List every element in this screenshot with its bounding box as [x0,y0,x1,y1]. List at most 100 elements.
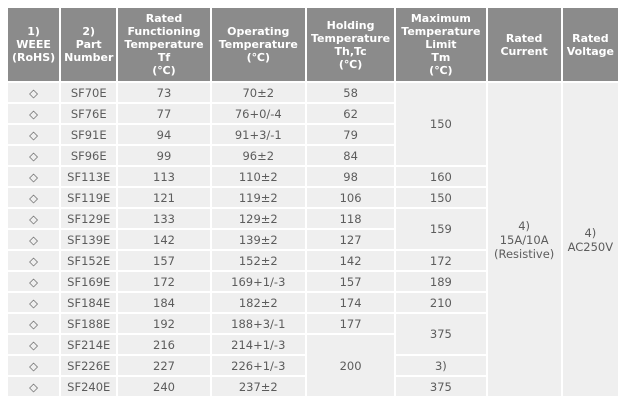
table-row: ◇ SF152E 157 152±2 142 172 [8,251,618,270]
operating-temp-cell: 182±2 [211,293,305,312]
weee-diamond-icon: ◇ [8,251,60,270]
table-row: ◇ SF129E 133 129±2 118 159 [8,209,618,249]
holding-temp-cell: 118 [306,209,395,228]
col-header-operating-temperature: Operating Temperature (℃) [211,8,305,81]
tf-cell: 172 [118,272,210,291]
tf-cell: 227 [118,356,210,375]
tf-cell: 99 [118,146,210,165]
max-temp-cell: 210 [396,293,486,312]
operating-temp-cell: 152±2 [211,251,305,270]
part-number-cell: SF91E [61,125,117,144]
table-row: ◇ SF70E 73 70±2 58 150 4) 15A/10A (Resis… [8,83,618,396]
operating-temp-cell: 226+1/-3 [211,356,305,375]
tf-cell: 157 [118,251,210,270]
operating-temp-cell: 110±2 [211,167,305,186]
operating-temp-cell: 139±2 [211,230,305,249]
table-row: ◇ SF188E 192 188+3/-1 177 375 [8,314,618,354]
part-number-cell: SF226E [61,356,117,375]
table-row: ◇ SF240E 240 237±2 375 [8,377,618,396]
col-header-rated-current: Rated Current [487,8,561,81]
part-number-cell: SF76E [61,104,117,123]
weee-diamond-icon: ◇ [8,83,60,102]
tf-cell: 142 [118,230,210,249]
max-temp-cell: 3) [396,356,486,375]
max-temp-cell: 189 [396,272,486,291]
rated-voltage-cell: 4) AC250V [562,83,618,396]
weee-diamond-icon: ◇ [8,314,60,333]
operating-temp-cell: 70±2 [211,83,305,102]
holding-temp-cell: 98 [306,167,395,186]
tf-cell: 240 [118,377,210,396]
max-temp-cell: 172 [396,251,486,270]
col-header-rated-functioning-temperature: Rated Functioning Temperature Tf (℃) [118,8,210,81]
rated-current-cell: 4) 15A/10A (Resistive) [487,83,561,396]
max-temp-cell: 160 [396,167,486,186]
col-header-maximum-temperature-limit: Maximum Temperature Limit Tm (℃) [396,8,486,81]
tf-cell: 77 [118,104,210,123]
operating-temp-cell: 76+0/-4 [211,104,305,123]
max-temp-cell: 150 [396,188,486,207]
operating-temp-cell: 188+3/-1 [211,314,305,333]
weee-diamond-icon: ◇ [8,167,60,186]
weee-diamond-icon: ◇ [8,125,60,144]
part-number-cell: SF113E [61,167,117,186]
tf-cell: 192 [118,314,210,333]
header-row: 1) WEEE (RoHS) 2) Part Number Rated Func… [8,8,618,81]
col-header-weee-rohs: 1) WEEE (RoHS) [8,8,60,81]
max-temp-cell: 159 [396,209,486,249]
holding-temp-cell: 62 [306,104,395,123]
operating-temp-cell: 237±2 [211,377,305,396]
tf-cell: 94 [118,125,210,144]
tf-cell: 113 [118,167,210,186]
table-row: ◇ SF113E 113 110±2 98 160 [8,167,618,186]
part-number-cell: SF169E [61,272,117,291]
weee-diamond-icon: ◇ [8,356,60,375]
weee-diamond-icon: ◇ [8,230,60,249]
weee-diamond-icon: ◇ [8,146,60,165]
weee-diamond-icon: ◇ [8,272,60,291]
tf-cell: 184 [118,293,210,312]
part-number-cell: SF119E [61,188,117,207]
operating-temp-cell: 119±2 [211,188,305,207]
part-number-cell: SF184E [61,293,117,312]
col-header-holding-temperature: Holding Temperature Th,Tc (℃) [306,8,395,81]
col-header-rated-voltage: Rated Voltage [562,8,618,81]
holding-temp-cell: 106 [306,188,395,207]
operating-temp-cell: 96±2 [211,146,305,165]
weee-diamond-icon: ◇ [8,293,60,312]
table-row: ◇ SF139E 142 139±2 127 [8,230,618,249]
weee-diamond-icon: ◇ [8,104,60,123]
weee-diamond-icon: ◇ [8,377,60,396]
holding-temp-cell: 127 [306,230,395,249]
weee-diamond-icon: ◇ [8,209,60,228]
holding-temp-cell: 142 [306,251,395,270]
table-row: ◇ SF76E 77 76+0/-4 62 [8,104,618,123]
table-row: ◇ SF184E 184 182±2 174 210 [8,293,618,312]
holding-temp-cell: 177 [306,314,395,333]
holding-temp-cell: 58 [306,83,395,102]
part-number-cell: SF152E [61,251,117,270]
table-row: ◇ SF91E 94 91+3/-1 79 [8,125,618,144]
thermal-fuse-spec-table: 1) WEEE (RoHS) 2) Part Number Rated Func… [6,6,620,398]
holding-temp-cell: 157 [306,272,395,291]
part-number-cell: SF139E [61,230,117,249]
operating-temp-cell: 129±2 [211,209,305,228]
part-number-cell: SF70E [61,83,117,102]
table-row: ◇ SF96E 99 96±2 84 [8,146,618,165]
operating-temp-cell: 91+3/-1 [211,125,305,144]
operating-temp-cell: 169+1/-3 [211,272,305,291]
holding-temp-cell: 79 [306,125,395,144]
part-number-cell: SF214E [61,335,117,354]
weee-diamond-icon: ◇ [8,188,60,207]
table-row: ◇ SF169E 172 169+1/-3 157 189 [8,272,618,291]
table-row: ◇ SF214E 216 214+1/-3 200 [8,335,618,396]
max-temp-cell: 375 [396,314,486,354]
tf-cell: 73 [118,83,210,102]
operating-temp-cell: 214+1/-3 [211,335,305,354]
max-temp-cell: 150 [396,83,486,165]
holding-temp-cell: 174 [306,293,395,312]
max-temp-cell: 375 [396,377,486,396]
part-number-cell: SF240E [61,377,117,396]
part-number-cell: SF188E [61,314,117,333]
